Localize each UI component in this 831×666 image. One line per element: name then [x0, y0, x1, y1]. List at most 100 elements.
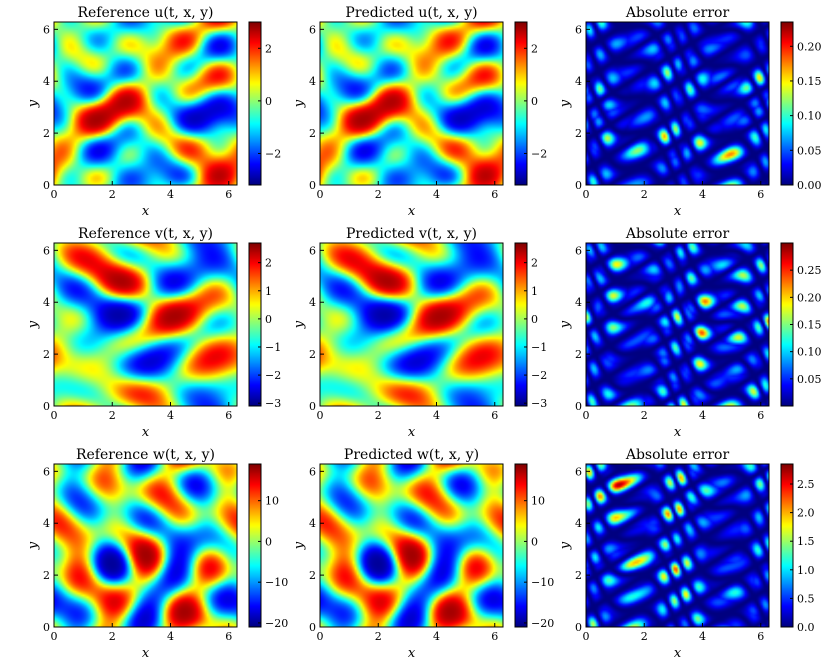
y-tick-label: 0	[43, 400, 50, 413]
y-tick-label: 4	[575, 517, 582, 530]
y-axis-label: y	[292, 541, 307, 550]
y-tick-label: 2	[575, 127, 582, 140]
y-axis-label: y	[26, 541, 41, 550]
colorbar-tick-label: −3	[265, 397, 281, 410]
panel-title: Predicted u(t, x, y)	[345, 5, 477, 21]
plot-frame	[319, 21, 504, 186]
x-tick-label: 6	[757, 188, 764, 201]
x-tick-label: 0	[51, 188, 58, 201]
panel-3: Absolute error 0 2 4 6 0 2 4 6 x y 0.20 0.15 0.10 0.05…	[558, 5, 822, 219]
x-tick-label: 2	[109, 188, 116, 201]
heatmap-field	[320, 243, 503, 406]
x-tick-label: 0	[51, 630, 58, 643]
x-tick-label: 6	[225, 409, 232, 422]
colorbar-frame	[780, 21, 794, 186]
x-axis-label: x	[408, 204, 416, 219]
x-tick-label: 6	[225, 188, 232, 201]
x-tick-label: 4	[699, 188, 706, 201]
colorbar-tick-label: 1	[265, 285, 272, 298]
x-tick-label: 4	[699, 630, 706, 643]
y-tick-label: 0	[575, 621, 582, 634]
x-axis-label: x	[674, 425, 682, 440]
panel-title: Predicted v(t, x, y)	[346, 226, 477, 242]
colorbar-tick-label: 0.15	[797, 319, 822, 332]
colorbar-tick-label: 0.10	[797, 346, 822, 359]
y-axis-label: y	[292, 99, 307, 108]
y-tick-label: 2	[575, 348, 582, 361]
colorbar-tick-label: −2	[531, 369, 547, 382]
plot-frame	[319, 242, 504, 407]
colorbar-frame	[514, 463, 528, 628]
plot-frame	[319, 463, 504, 628]
y-tick-label: 2	[309, 127, 316, 140]
panel-title: Reference u(t, x, y)	[77, 5, 213, 21]
x-tick-label: 0	[317, 188, 324, 201]
x-tick-label: 0	[583, 630, 590, 643]
colorbar-tick-label: 2	[531, 42, 538, 55]
y-axis-label: y	[26, 320, 41, 329]
x-axis-label: x	[408, 425, 416, 440]
x-tick-label: 0	[51, 409, 58, 422]
colorbar-tick-label: 0.0	[797, 621, 815, 634]
plot-frame	[585, 463, 770, 628]
colorbar-tick-label: 0.20	[797, 40, 822, 53]
heatmap-field	[54, 243, 237, 406]
panel-6: Absolute error 0 2 4 6 0 2 4 6 x y 0.25 0.20 0.15 0.10…	[558, 226, 822, 440]
y-tick-label: 0	[43, 179, 50, 192]
panel-1: Reference u(t, x, y) 0 2 4 6 0 2 4 6 x y 2 0 −2	[26, 5, 281, 219]
colorbar-tick-label: −2	[265, 369, 281, 382]
x-tick-label: 4	[167, 409, 174, 422]
y-axis-label: y	[26, 99, 41, 108]
y-tick-label: 0	[43, 621, 50, 634]
colorbar	[515, 464, 527, 627]
colorbar	[781, 22, 793, 185]
y-tick-label: 2	[309, 569, 316, 582]
y-tick-label: 6	[575, 23, 582, 36]
x-tick-label: 2	[109, 409, 116, 422]
y-tick-label: 6	[43, 23, 50, 36]
colorbar	[249, 243, 261, 406]
panel-2: Predicted u(t, x, y) 0 2 4 6 0 2 4 6 x y 2 0 −2	[292, 5, 547, 219]
y-tick-label: 4	[309, 517, 316, 530]
colorbar-tick-label: 1.0	[797, 564, 815, 577]
x-tick-label: 2	[375, 630, 382, 643]
x-axis-label: x	[674, 204, 682, 219]
y-tick-label: 4	[575, 75, 582, 88]
y-axis-label: y	[558, 99, 573, 108]
colorbar-tick-label: −2	[265, 147, 281, 160]
x-tick-label: 2	[641, 409, 648, 422]
colorbar-tick-label: 10	[531, 495, 545, 508]
x-axis-label: x	[142, 646, 150, 661]
x-tick-label: 6	[757, 630, 764, 643]
panel-title: Absolute error	[625, 447, 730, 463]
y-tick-label: 4	[309, 75, 316, 88]
colorbar	[249, 464, 261, 627]
plot-frame	[585, 242, 770, 407]
colorbar-tick-label: 0	[531, 535, 538, 548]
colorbar-tick-label: −20	[265, 617, 288, 630]
y-tick-label: 4	[43, 296, 50, 309]
panel-7: Reference w(t, x, y) 0 2 4 6 0 2 4 6 x y 10 0 −10 −20	[26, 447, 288, 661]
y-axis-label: y	[292, 320, 307, 329]
y-tick-label: 6	[309, 244, 316, 257]
colorbar	[515, 22, 527, 185]
y-tick-label: 0	[309, 621, 316, 634]
x-tick-label: 6	[757, 409, 764, 422]
heatmap-field	[586, 22, 769, 185]
panel-title: Reference v(t, x, y)	[78, 226, 213, 242]
colorbar-tick-label: 2	[265, 42, 272, 55]
panel-8: Predicted w(t, x, y) 0 2 4 6 0 2 4 6 x y 10 0 −10 −20	[292, 447, 554, 661]
y-tick-label: 4	[575, 296, 582, 309]
x-tick-label: 4	[167, 630, 174, 643]
colorbar-tick-label: 2	[531, 257, 538, 270]
colorbar-tick-label: −1	[265, 341, 281, 354]
colorbar-tick-label: 10	[265, 495, 279, 508]
colorbar-tick-label: 0.10	[797, 110, 822, 123]
x-axis-label: x	[674, 646, 682, 661]
colorbar-tick-label: 0.20	[797, 291, 822, 304]
y-tick-label: 6	[43, 244, 50, 257]
x-tick-label: 6	[225, 630, 232, 643]
x-tick-label: 0	[583, 409, 590, 422]
heatmap-field	[54, 464, 237, 627]
